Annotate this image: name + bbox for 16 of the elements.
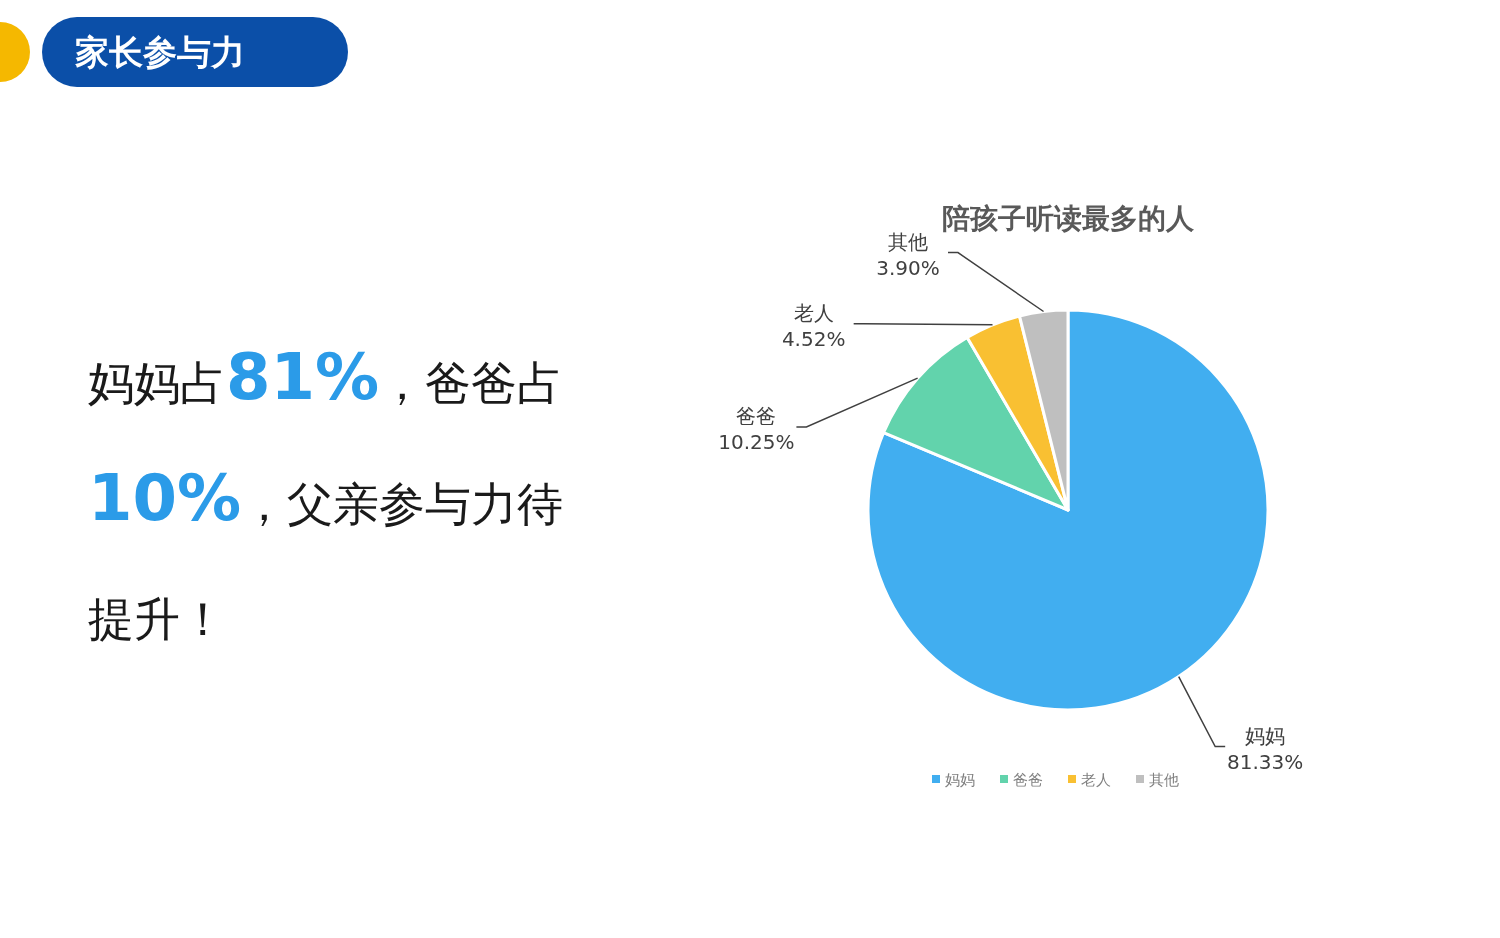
pie-slice (866, 308, 1270, 712)
data-label: 4.52% (781, 326, 846, 351)
text: 家长参与力 (75, 32, 245, 72)
data-label: 3.90% (876, 255, 940, 280)
slice-label: 老人 (793, 300, 834, 325)
text: 妈妈占81%，爸爸占10%，父亲参与力待提升！ (88, 340, 564, 646)
chart-title: 陪孩子听读最多的人 (942, 202, 1195, 235)
legend-label: 爸爸 (1013, 771, 1043, 789)
slice-label: 妈妈 (1245, 723, 1286, 748)
slice-label: 爸爸 (736, 403, 777, 428)
slice-label: 其他 (887, 229, 928, 254)
data-label: 10.25% (718, 429, 795, 454)
legend-label: 妈妈 (945, 771, 975, 789)
data-label: 81.33% (1227, 749, 1304, 774)
legend-label: 其他 (1149, 771, 1179, 789)
legend-label: 老人 (1081, 771, 1111, 789)
